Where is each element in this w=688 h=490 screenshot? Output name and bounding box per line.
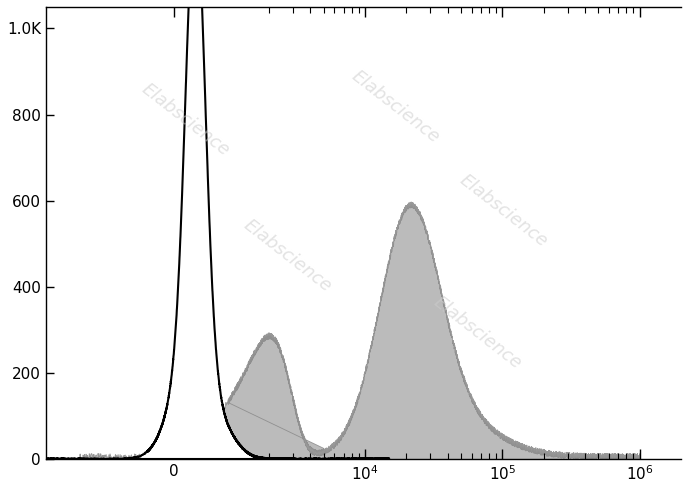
Text: Elabscience: Elabscience [347,67,443,147]
Text: Elabscience: Elabscience [138,80,233,160]
Text: Elabscience: Elabscience [240,216,335,296]
Text: Elabscience: Elabscience [455,171,550,250]
Text: Elabscience: Elabscience [430,293,526,373]
